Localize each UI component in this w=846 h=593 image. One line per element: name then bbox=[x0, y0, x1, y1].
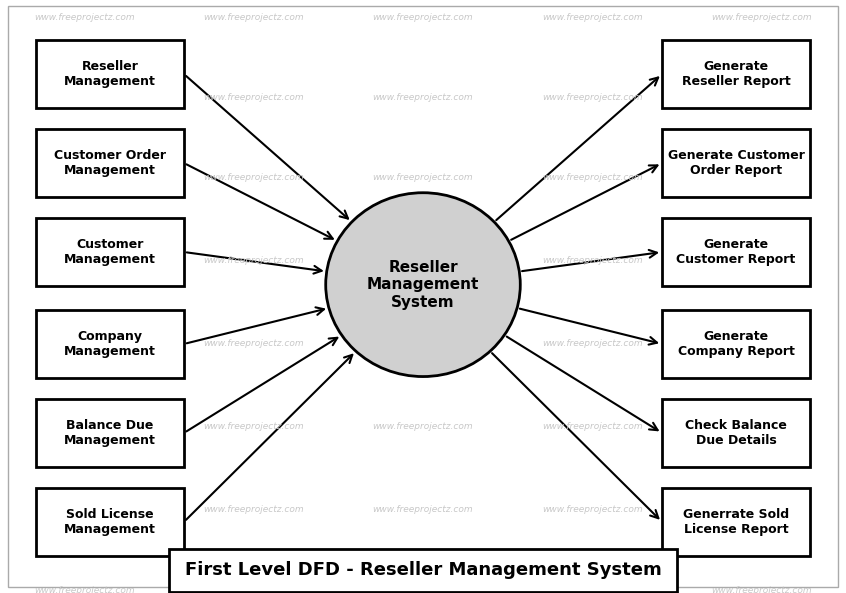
Text: www.freeprojectz.com: www.freeprojectz.com bbox=[373, 173, 473, 183]
FancyBboxPatch shape bbox=[36, 40, 184, 109]
Text: Reseller
Management: Reseller Management bbox=[64, 60, 156, 88]
FancyBboxPatch shape bbox=[36, 398, 184, 467]
Text: www.freeprojectz.com: www.freeprojectz.com bbox=[204, 505, 304, 515]
Text: Reseller
Management
System: Reseller Management System bbox=[367, 260, 479, 310]
FancyBboxPatch shape bbox=[662, 129, 810, 197]
FancyBboxPatch shape bbox=[169, 549, 677, 592]
FancyBboxPatch shape bbox=[36, 218, 184, 286]
FancyBboxPatch shape bbox=[662, 398, 810, 467]
Text: www.freeprojectz.com: www.freeprojectz.com bbox=[711, 585, 811, 593]
Text: www.freeprojectz.com: www.freeprojectz.com bbox=[711, 93, 811, 103]
Text: www.freeprojectz.com: www.freeprojectz.com bbox=[35, 585, 135, 593]
Text: www.freeprojectz.com: www.freeprojectz.com bbox=[35, 13, 135, 23]
Text: www.freeprojectz.com: www.freeprojectz.com bbox=[204, 256, 304, 266]
Text: www.freeprojectz.com: www.freeprojectz.com bbox=[204, 422, 304, 432]
Text: www.freeprojectz.com: www.freeprojectz.com bbox=[204, 585, 304, 593]
Text: www.freeprojectz.com: www.freeprojectz.com bbox=[542, 585, 642, 593]
Text: www.freeprojectz.com: www.freeprojectz.com bbox=[542, 422, 642, 432]
Text: www.freeprojectz.com: www.freeprojectz.com bbox=[35, 256, 135, 266]
Ellipse shape bbox=[326, 193, 520, 377]
FancyBboxPatch shape bbox=[662, 310, 810, 378]
Text: www.freeprojectz.com: www.freeprojectz.com bbox=[204, 13, 304, 23]
Text: www.freeprojectz.com: www.freeprojectz.com bbox=[711, 13, 811, 23]
Text: Check Balance
Due Details: Check Balance Due Details bbox=[685, 419, 787, 447]
Text: www.freeprojectz.com: www.freeprojectz.com bbox=[373, 505, 473, 515]
Text: Balance Due
Management: Balance Due Management bbox=[64, 419, 156, 447]
Text: Generrate Sold
License Report: Generrate Sold License Report bbox=[683, 508, 789, 536]
Text: www.freeprojectz.com: www.freeprojectz.com bbox=[35, 173, 135, 183]
Text: www.freeprojectz.com: www.freeprojectz.com bbox=[373, 93, 473, 103]
Text: www.freeprojectz.com: www.freeprojectz.com bbox=[542, 505, 642, 515]
FancyBboxPatch shape bbox=[662, 40, 810, 109]
Text: www.freeprojectz.com: www.freeprojectz.com bbox=[542, 13, 642, 23]
Text: Company
Management: Company Management bbox=[64, 330, 156, 358]
Text: www.freeprojectz.com: www.freeprojectz.com bbox=[35, 505, 135, 515]
Text: Sold License
Management: Sold License Management bbox=[64, 508, 156, 536]
FancyBboxPatch shape bbox=[36, 487, 184, 556]
Text: Customer
Management: Customer Management bbox=[64, 238, 156, 266]
Text: www.freeprojectz.com: www.freeprojectz.com bbox=[373, 256, 473, 266]
Text: www.freeprojectz.com: www.freeprojectz.com bbox=[373, 585, 473, 593]
Text: First Level DFD - Reseller Management System: First Level DFD - Reseller Management Sy… bbox=[184, 562, 662, 579]
Text: Customer Order
Management: Customer Order Management bbox=[54, 149, 166, 177]
FancyBboxPatch shape bbox=[36, 129, 184, 197]
Text: www.freeprojectz.com: www.freeprojectz.com bbox=[204, 93, 304, 103]
Text: Generate
Customer Report: Generate Customer Report bbox=[677, 238, 795, 266]
Text: Generate Customer
Order Report: Generate Customer Order Report bbox=[667, 149, 805, 177]
Text: www.freeprojectz.com: www.freeprojectz.com bbox=[542, 256, 642, 266]
Text: www.freeprojectz.com: www.freeprojectz.com bbox=[711, 173, 811, 183]
Text: www.freeprojectz.com: www.freeprojectz.com bbox=[204, 173, 304, 183]
Text: www.freeprojectz.com: www.freeprojectz.com bbox=[542, 339, 642, 349]
Text: www.freeprojectz.com: www.freeprojectz.com bbox=[35, 422, 135, 432]
FancyBboxPatch shape bbox=[36, 310, 184, 378]
Text: www.freeprojectz.com: www.freeprojectz.com bbox=[35, 339, 135, 349]
Text: www.freeprojectz.com: www.freeprojectz.com bbox=[711, 256, 811, 266]
Text: www.freeprojectz.com: www.freeprojectz.com bbox=[542, 93, 642, 103]
Text: Generate
Company Report: Generate Company Report bbox=[678, 330, 794, 358]
Text: www.freeprojectz.com: www.freeprojectz.com bbox=[373, 339, 473, 349]
Text: www.freeprojectz.com: www.freeprojectz.com bbox=[542, 173, 642, 183]
Text: www.freeprojectz.com: www.freeprojectz.com bbox=[711, 339, 811, 349]
FancyBboxPatch shape bbox=[662, 487, 810, 556]
FancyBboxPatch shape bbox=[662, 218, 810, 286]
Text: www.freeprojectz.com: www.freeprojectz.com bbox=[35, 93, 135, 103]
Text: www.freeprojectz.com: www.freeprojectz.com bbox=[711, 505, 811, 515]
Text: www.freeprojectz.com: www.freeprojectz.com bbox=[204, 339, 304, 349]
Text: www.freeprojectz.com: www.freeprojectz.com bbox=[711, 422, 811, 432]
Text: www.freeprojectz.com: www.freeprojectz.com bbox=[373, 13, 473, 23]
Text: www.freeprojectz.com: www.freeprojectz.com bbox=[373, 422, 473, 432]
Text: Generate
Reseller Report: Generate Reseller Report bbox=[682, 60, 790, 88]
